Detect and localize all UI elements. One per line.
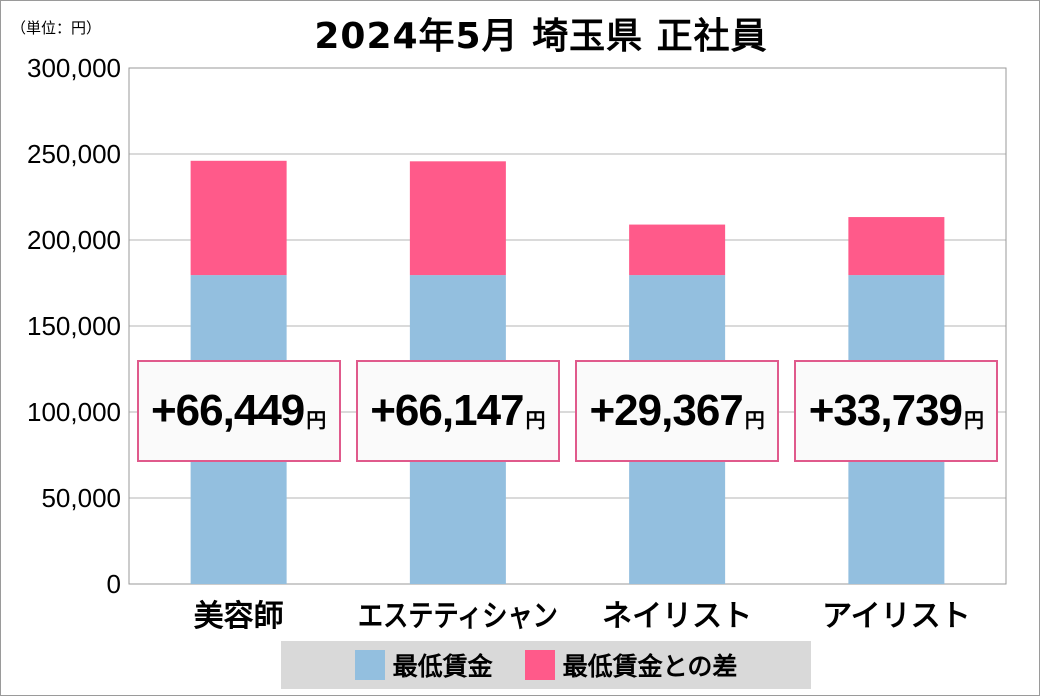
- y-tick-label: 200,000: [27, 225, 121, 255]
- y-tick-label: 300,000: [27, 53, 121, 83]
- difference-label: +33,739 円: [794, 360, 999, 462]
- difference-value: +66,147: [370, 386, 524, 435]
- difference-label: +66,449 円: [136, 360, 341, 462]
- bar-difference: [409, 161, 506, 276]
- difference-value: +66,449: [150, 386, 305, 435]
- difference-unit: 円: [525, 407, 546, 432]
- difference-value: +29,367: [589, 386, 743, 435]
- legend-label-difference: 最低賃金との差: [562, 652, 738, 681]
- bar-difference: [848, 217, 945, 276]
- difference-label: +29,367 円: [575, 360, 780, 462]
- legend-swatch-difference: [524, 650, 555, 680]
- legend-label-min-wage: 最低賃金: [392, 652, 493, 681]
- legend-item-difference: 最低賃金との差: [524, 647, 738, 683]
- bar-chart: 0 50,000 100,000 150,000 200,000 250,000 300,0…: [27, 53, 1007, 634]
- difference-unit: 円: [744, 407, 765, 432]
- plot-border: [128, 67, 1007, 585]
- difference-value: +33,739: [808, 386, 963, 435]
- chart-title: 2024年5月 埼玉県 正社員: [314, 16, 768, 57]
- x-category-label: アイリスト: [822, 599, 971, 634]
- difference-label: +66,147 円: [355, 360, 560, 462]
- y-tick-label: 150,000: [27, 311, 121, 341]
- y-tick-label: 100,000: [27, 397, 121, 427]
- bar-difference: [629, 224, 726, 276]
- bar-difference: [190, 160, 287, 276]
- legend: 最低賃金 最低賃金との差: [281, 641, 811, 689]
- x-category-label: エステティシャン: [358, 599, 558, 634]
- y-tick-label: 0: [107, 569, 121, 599]
- y-tick-label: 250,000: [27, 139, 121, 169]
- x-category-label: ネイリスト: [602, 599, 752, 634]
- legend-item-min-wage: 最低賃金: [354, 647, 493, 683]
- x-category-label: 美容師: [194, 599, 284, 634]
- y-tick-label: 50,000: [41, 483, 121, 513]
- difference-unit: 円: [964, 407, 985, 432]
- unit-label: （単位：円）: [11, 19, 102, 37]
- legend-swatch-min-wage: [354, 650, 385, 680]
- difference-unit: 円: [306, 407, 327, 432]
